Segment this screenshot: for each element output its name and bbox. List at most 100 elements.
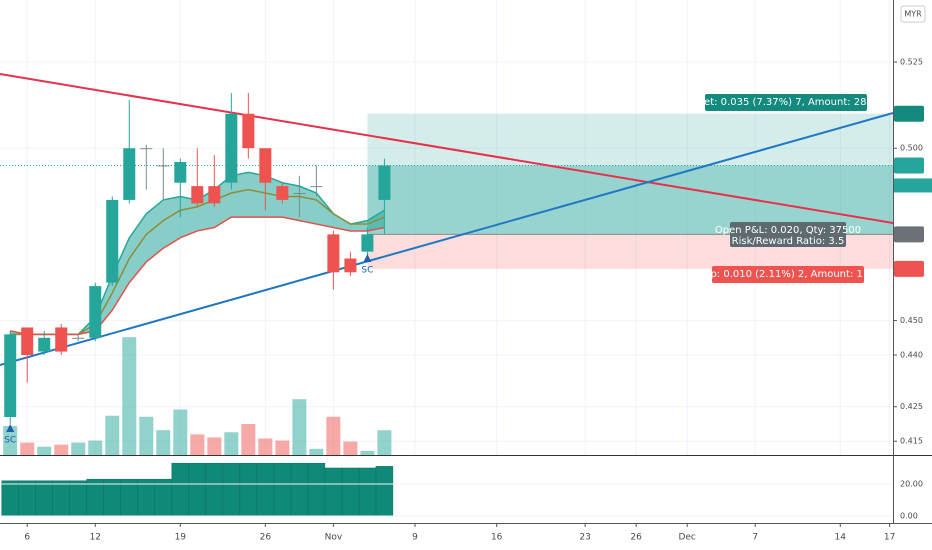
volume-bar — [343, 441, 358, 455]
x-tick-label: 23 — [579, 533, 590, 543]
volume-bar — [190, 434, 205, 455]
x-tick-label: 16 — [491, 533, 503, 543]
signal-label: SC — [361, 266, 373, 276]
indicator-bar — [290, 462, 309, 517]
indicator-bar — [273, 462, 292, 517]
candle-body — [344, 258, 357, 273]
volume-bar — [54, 444, 69, 455]
indicator-bar — [18, 480, 36, 517]
signal-arrow — [363, 254, 372, 262]
indicator-bar — [188, 462, 207, 517]
indicator-bar — [52, 480, 70, 517]
candle-body — [378, 165, 391, 200]
x-tick-label: 26 — [630, 533, 642, 543]
candle-body — [106, 199, 119, 283]
volume-bar — [122, 337, 137, 455]
candle-body — [140, 148, 153, 150]
candle-body — [259, 148, 272, 183]
indicator-bar — [358, 467, 377, 517]
candle-body — [89, 286, 102, 338]
y-tick-label: 0.450 — [900, 316, 923, 325]
volume-bar — [156, 430, 171, 455]
candle-body — [157, 165, 170, 167]
candle-body — [327, 234, 340, 273]
candle-body — [21, 327, 34, 356]
x-tick-label: 19 — [175, 533, 187, 543]
signal-arrow — [6, 424, 15, 432]
volume-bar — [37, 446, 52, 455]
volume-bar — [326, 416, 341, 455]
candle-body — [55, 327, 68, 352]
target-zone — [367, 113, 893, 235]
volume-bar — [3, 426, 18, 455]
x-tick-label: Nov — [325, 533, 343, 543]
volume-bar — [105, 415, 120, 455]
trendline — [0, 73, 894, 224]
volume-bar — [258, 438, 273, 455]
indicator-bar — [86, 478, 105, 517]
volume-bar — [292, 399, 307, 455]
y-tick-label: 0.415 — [900, 437, 923, 446]
indicator-tick-label: 0.00 — [900, 511, 918, 520]
candle-body — [123, 148, 136, 200]
pnl-label: Open P&L: 0.020, Qty: 37500 — [715, 225, 861, 236]
volume-bar — [241, 424, 256, 455]
indicator-bar — [239, 462, 258, 517]
ribbon-fill — [10, 172, 385, 335]
indicator-bar — [324, 467, 343, 517]
y-tick-label: 0.440 — [900, 351, 923, 360]
volume-bar — [224, 432, 239, 455]
pnl-label-box — [730, 222, 846, 247]
volume-bar — [20, 442, 35, 455]
x-tick-label: 7 — [752, 533, 758, 543]
indicator-bar — [256, 462, 275, 517]
pnl-label: Risk/Reward Ratio: 3.5 — [732, 236, 845, 247]
price-label-box — [894, 260, 924, 277]
ribbon-line — [10, 216, 385, 336]
trendline — [0, 112, 894, 366]
x-tick-label: 12 — [90, 533, 101, 543]
volume-bar — [207, 437, 222, 455]
candle-body — [242, 113, 255, 149]
x-tick-label: Dec — [678, 533, 695, 543]
indicator-bar — [205, 462, 224, 517]
indicator-bar — [69, 480, 87, 517]
indicator-bar — [1, 480, 19, 517]
volume-bar — [360, 450, 375, 455]
candle-body — [225, 113, 238, 183]
indicator-bar — [103, 478, 122, 517]
stop-label: Stop: 0.010 (2.11%) 2, Amount: 1125 — [694, 269, 882, 280]
indicator-bar — [137, 478, 156, 517]
volume-bar — [309, 448, 324, 455]
volume-bar — [71, 442, 86, 455]
x-tick-label: 26 — [260, 533, 272, 543]
volume-bar — [377, 430, 392, 455]
indicator-bar — [35, 480, 53, 517]
price-label-box — [894, 157, 924, 174]
x-tick-label: 9 — [412, 533, 418, 543]
candle-body — [361, 234, 374, 252]
volume-bar — [139, 416, 154, 455]
candle-body — [208, 186, 221, 204]
currency: MYR — [904, 10, 922, 19]
stop-label-box — [712, 266, 864, 283]
volume-bar — [88, 440, 103, 455]
price-label-box — [894, 105, 924, 122]
indicator-bar — [375, 466, 394, 517]
indicator-bar — [154, 478, 173, 517]
volume-bar — [275, 440, 290, 455]
candle-body — [72, 337, 85, 339]
volume-bar — [173, 409, 188, 455]
y-tick-label: 0.525 — [900, 58, 923, 67]
indicator-bar — [222, 462, 241, 517]
y-tick-label: 0.500 — [900, 144, 923, 153]
candle-body — [4, 334, 17, 418]
currency-box[interactable] — [900, 5, 926, 23]
x-tick-label: 6 — [24, 533, 30, 543]
candle-body — [293, 193, 306, 195]
candle-body — [191, 186, 204, 204]
target-label: Target: 0.035 (7.37%) 7, Amount: 2812.5 — [682, 97, 889, 108]
candle-body — [276, 186, 289, 200]
y-tick-label: 0.425 — [900, 402, 923, 411]
